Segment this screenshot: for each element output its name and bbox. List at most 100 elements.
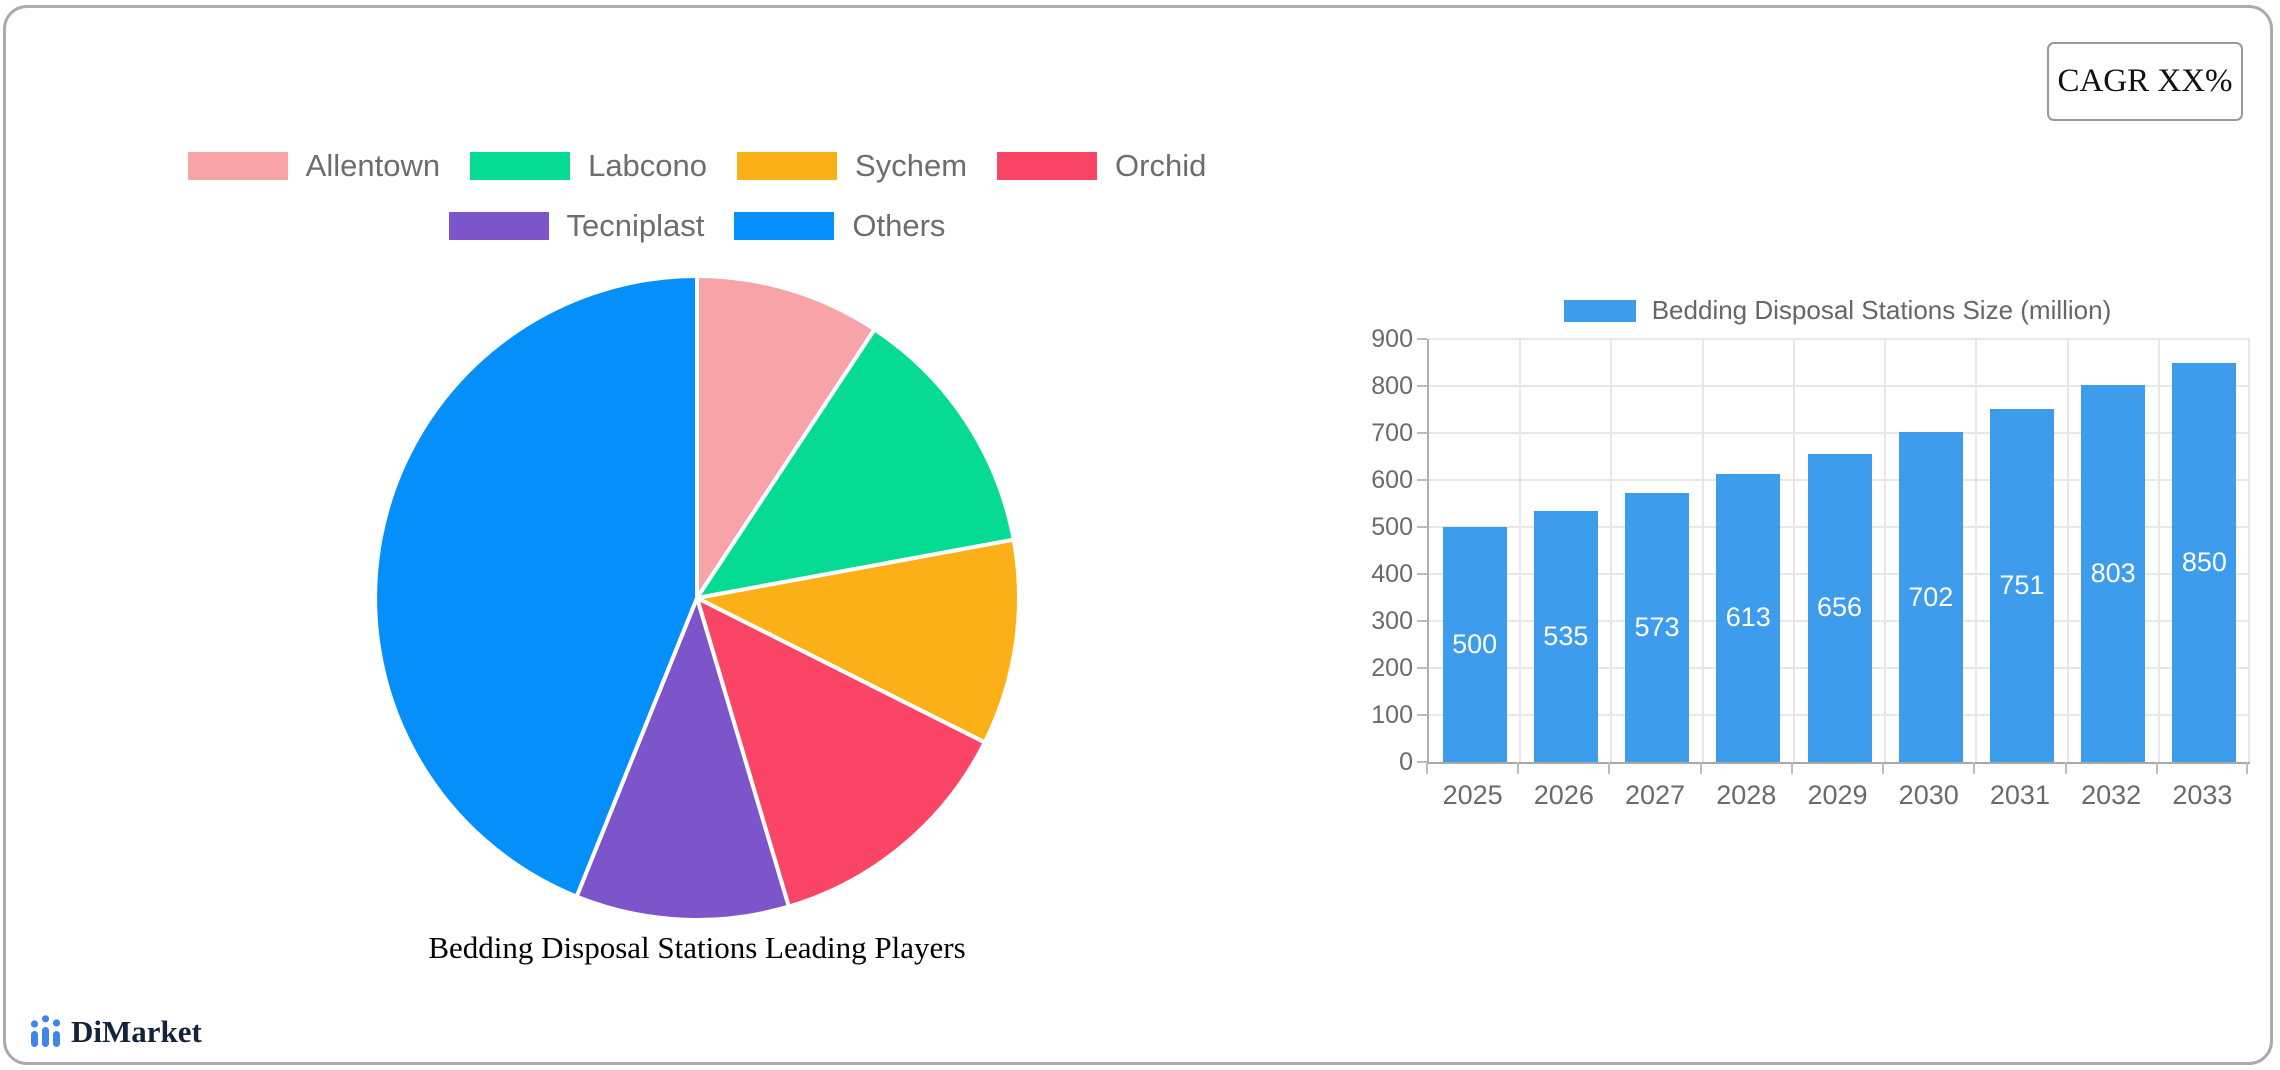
gridline-horizontal: [1429, 385, 2250, 387]
bar-chart-legend: Bedding Disposal Stations Size (million): [1427, 295, 2248, 326]
bar-value-label: 850: [2181, 546, 2227, 577]
pie-slice-labcono: [695, 327, 1016, 600]
brand-logo: DiMarket: [30, 1014, 202, 1050]
bar-value-label: 803: [2090, 557, 2136, 588]
y-axis-tick: [1417, 573, 1427, 575]
bar-2032: 803: [2081, 384, 2146, 762]
y-axis-tick-label: 400: [1371, 560, 1413, 588]
x-axis-tick: [1882, 762, 1885, 774]
mini-bar-chart-icon: [30, 1015, 61, 1047]
gridline-vertical: [2248, 339, 2250, 762]
legend-item-orchid: Orchid: [997, 148, 1206, 184]
y-axis-tick: [1417, 714, 1427, 716]
x-axis-tick-label: 2032: [2081, 780, 2142, 810]
legend-label: Labcono: [588, 148, 708, 183]
gridline-vertical: [1884, 339, 1887, 762]
gridline-vertical: [1610, 339, 1613, 762]
bar-2029: 656: [1807, 453, 1872, 762]
gridline-vertical: [1519, 339, 1522, 762]
legend-label: Allentown: [305, 148, 441, 183]
legend-label: Orchid: [1115, 148, 1207, 183]
x-axis-tick-label: 2031: [1989, 780, 2050, 810]
bar-2028: 613: [1716, 473, 1781, 762]
pie-slice-orchid: [695, 596, 987, 909]
gridline-vertical: [2066, 339, 2069, 762]
y-axis-tick: [1417, 620, 1427, 622]
legend-swatch: [448, 212, 549, 240]
x-axis-tick-label: 2033: [2172, 780, 2233, 810]
x-axis-tick: [2246, 762, 2248, 774]
y-axis-tick-label: 300: [1371, 607, 1413, 635]
pie-legend-row: Tecniplast Others: [448, 208, 945, 244]
y-axis-tick: [1417, 338, 1427, 340]
legend-swatch: [187, 152, 288, 180]
gridline-vertical: [2157, 339, 2160, 762]
y-axis-tick-label: 200: [1371, 654, 1413, 682]
y-axis-tick-label: 900: [1371, 325, 1413, 353]
legend-item-tecniplast: Tecniplast: [448, 208, 705, 244]
pie-slice-allentown: [695, 274, 877, 600]
x-axis-tick: [2064, 762, 2067, 774]
legend-swatch: [997, 152, 1098, 180]
brand-name: DiMarket: [71, 1014, 202, 1049]
bar-value-label: 751: [1999, 570, 2045, 600]
pie-slice-others: [373, 274, 699, 899]
cagr-badge: CAGR XX%: [2047, 42, 2243, 121]
pie-slice-tecniplast: [574, 596, 791, 922]
bar-legend-label: Bedding Disposal Stations Size (million): [1651, 295, 2112, 325]
x-axis-tick: [1517, 762, 1520, 774]
gridline-vertical: [1701, 339, 1704, 762]
x-axis-tick-label: 2030: [1898, 780, 1959, 810]
legend-item-allentown: Allentown: [187, 148, 441, 184]
y-axis-tick: [1417, 526, 1427, 528]
y-axis-tick-label: 700: [1371, 419, 1413, 447]
pie-chart: [373, 274, 1022, 922]
legend-item-sychem: Sychem: [737, 148, 967, 184]
gridline-vertical: [1792, 339, 1795, 762]
y-axis-tick-label: 0: [1399, 748, 1413, 776]
legend-label: Sychem: [855, 148, 968, 183]
legend-item-others: Others: [734, 208, 945, 244]
pie-slice-sychem: [695, 537, 1022, 745]
pie-legend-row: Allentown Labcono Sychem Orchid: [187, 148, 1206, 184]
bar-value-label: 500: [1452, 629, 1498, 659]
legend-item-labcono: Labcono: [470, 148, 707, 184]
x-axis-tick-label: 2028: [1716, 780, 1777, 810]
x-axis-tick-label: 2026: [1533, 780, 1594, 810]
y-axis-tick: [1417, 761, 1427, 763]
bar-plot-area: 500 535 573 613 656 702 751 803 850: [1427, 338, 2250, 764]
bar-value-label: 573: [1634, 611, 1680, 642]
legend-label: Tecniplast: [566, 208, 705, 243]
bar-2025: 500: [1442, 527, 1507, 762]
x-axis-tick: [2155, 762, 2158, 774]
y-axis-tick: [1417, 479, 1427, 481]
bar-2031: 751: [1989, 409, 2054, 762]
x-axis-tick: [1790, 762, 1793, 774]
x-axis-tick: [1426, 762, 1428, 774]
gridline-horizontal: [1429, 338, 2250, 340]
bar-value-label: 656: [1816, 592, 1863, 623]
legend-swatch: [734, 212, 835, 240]
gridline-horizontal: [1429, 432, 2250, 434]
y-axis-tick: [1417, 385, 1427, 387]
y-axis-tick-label: 500: [1371, 513, 1413, 541]
x-axis-tick: [1973, 762, 1976, 774]
x-axis-tick-label: 2025: [1442, 780, 1503, 810]
y-axis-tick-label: 100: [1371, 701, 1413, 729]
pie-legend: Allentown Labcono Sychem Orchid Tecniplast Ot…: [27, 148, 1367, 244]
y-axis-tick-label: 800: [1371, 372, 1413, 400]
legend-label: Others: [852, 208, 946, 243]
bar-chart: Bedding Disposal Stations Size (million)…: [1340, 281, 2270, 826]
bar-2026: 535: [1533, 510, 1598, 762]
bar-2033: 850: [2172, 362, 2237, 762]
bar-value-label: 702: [1908, 581, 1954, 612]
cagr-label: CAGR XX%: [2057, 63, 2233, 99]
bar-2027: 573: [1625, 492, 1690, 762]
x-axis-tick: [1699, 762, 1702, 774]
y-axis-tick: [1417, 667, 1427, 669]
y-axis-tick-label: 600: [1371, 466, 1413, 494]
bar-value-label: 613: [1725, 602, 1771, 633]
pie-chart-title: Bedding Disposal Stations Leading Player…: [428, 930, 966, 965]
bar-2030: 702: [1898, 432, 1963, 762]
x-axis-tick: [1608, 762, 1611, 774]
